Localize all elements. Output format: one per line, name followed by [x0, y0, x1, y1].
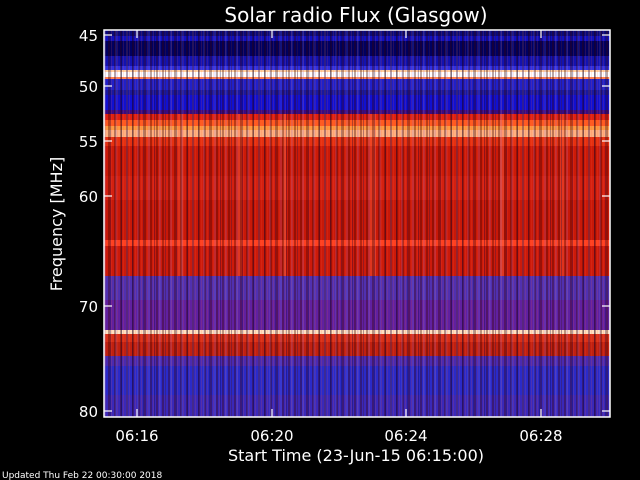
- y-tick-label: 55: [79, 133, 98, 151]
- striation-overlay-secondary: [104, 30, 610, 417]
- x-tick-label: 06:24: [384, 427, 427, 445]
- plot-area: [103, 29, 611, 418]
- x-tick-label: 06:16: [115, 427, 158, 445]
- y-tick-label: 70: [79, 298, 98, 316]
- y-tick-label: 80: [79, 403, 98, 421]
- x-axis-title: Start Time (23-Jun-15 06:15:00): [228, 446, 484, 465]
- x-tick-label: 06:20: [250, 427, 293, 445]
- y-axis-title: Frequency [MHz]: [47, 157, 66, 291]
- x-tick-label: 06:28: [519, 427, 562, 445]
- y-tick-label: 45: [79, 27, 98, 45]
- x-axis: 06:16 06:20 06:24 06:28: [115, 30, 563, 445]
- y-tick-label: 50: [79, 78, 98, 96]
- chart-title: Solar radio Flux (Glasgow): [224, 3, 487, 27]
- y-axis: 45 50 55 60 70 80: [79, 27, 610, 421]
- plot-frame: [103, 29, 611, 418]
- y-tick-label: 60: [79, 188, 98, 206]
- updated-footer: Updated Thu Feb 22 00:30:00 2018: [2, 471, 163, 480]
